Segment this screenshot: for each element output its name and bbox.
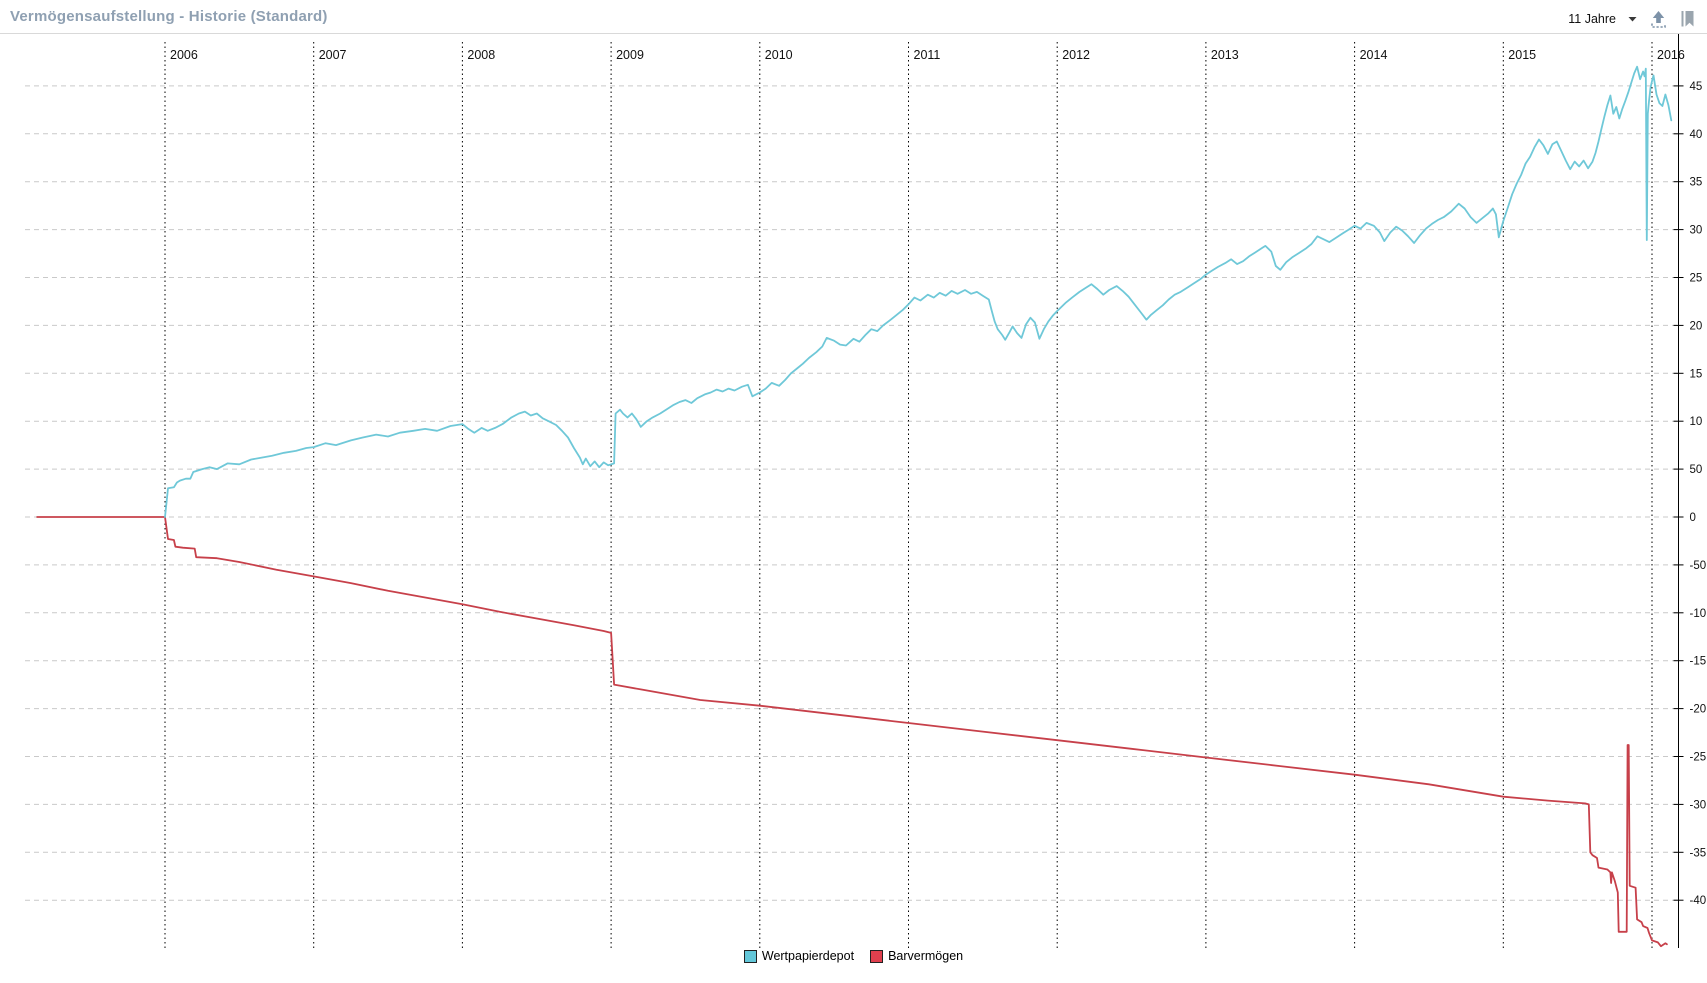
y-tick-label: -25 [1690, 752, 1707, 764]
time-range-selector[interactable]: 11 Jahre [1568, 12, 1637, 26]
bookmark-button[interactable] [1680, 10, 1695, 28]
year-label: 2009 [616, 48, 644, 62]
caret-down-icon [1628, 16, 1637, 22]
export-button[interactable] [1650, 10, 1667, 29]
legend-item-0[interactable]: Wertpapierdepot [743, 949, 855, 963]
year-label: 2012 [1062, 48, 1090, 62]
y-tick-label: 10 [1690, 416, 1703, 428]
y-tick-label: 15 [1690, 368, 1703, 380]
legend-swatch-0 [743, 949, 757, 963]
year-label: 2016 [1657, 48, 1685, 62]
y-tick-label: -40 [1690, 895, 1707, 907]
y-tick-label: 35 [1690, 177, 1703, 189]
year-label: 2013 [1211, 48, 1239, 62]
y-tick-label: 0 [1690, 512, 1696, 524]
year-label: 2008 [467, 48, 495, 62]
y-tick-label: 45 [1690, 81, 1703, 93]
year-label: 2014 [1360, 48, 1388, 62]
y-tick-label: -50 [1690, 560, 1707, 572]
time-range-label: 11 Jahre [1568, 12, 1616, 26]
series-barvermögen [36, 516, 1668, 948]
legend-swatch-1 [870, 949, 884, 963]
legend-label-0: Wertpapierdepot [761, 949, 855, 963]
year-label: 2007 [319, 48, 347, 62]
year-label: 2006 [170, 48, 198, 62]
page-title: Vermögensaufstellung - Historie (Standar… [10, 8, 328, 25]
y-tick-label: -20 [1690, 704, 1707, 716]
chart-legend: Wertpapierdepot Barvermögen [0, 949, 1707, 963]
y-tick-label: -35 [1690, 847, 1707, 859]
y-tick-label: 40 [1690, 129, 1703, 141]
upload-icon [1650, 10, 1667, 32]
y-tick-label: 50 [1690, 464, 1703, 476]
bookmark-icon [1680, 11, 1695, 31]
y-tick-label: 30 [1690, 225, 1703, 237]
year-label: 2010 [765, 48, 793, 62]
year-label: 2011 [914, 48, 941, 62]
y-tick-label: -30 [1690, 799, 1707, 811]
toolbar: 11 Jahre [1568, 8, 1695, 30]
y-tick-label: 20 [1690, 320, 1703, 332]
y-tick-label: -15 [1690, 656, 1707, 668]
y-tick-label: 25 [1690, 273, 1703, 285]
year-label: 2015 [1508, 48, 1536, 62]
legend-item-1[interactable]: Barvermögen [870, 949, 963, 963]
y-tick-label: -10 [1690, 608, 1707, 620]
series-wertpapierdepot [164, 65, 1673, 518]
legend-label-1: Barvermögen [888, 949, 964, 963]
